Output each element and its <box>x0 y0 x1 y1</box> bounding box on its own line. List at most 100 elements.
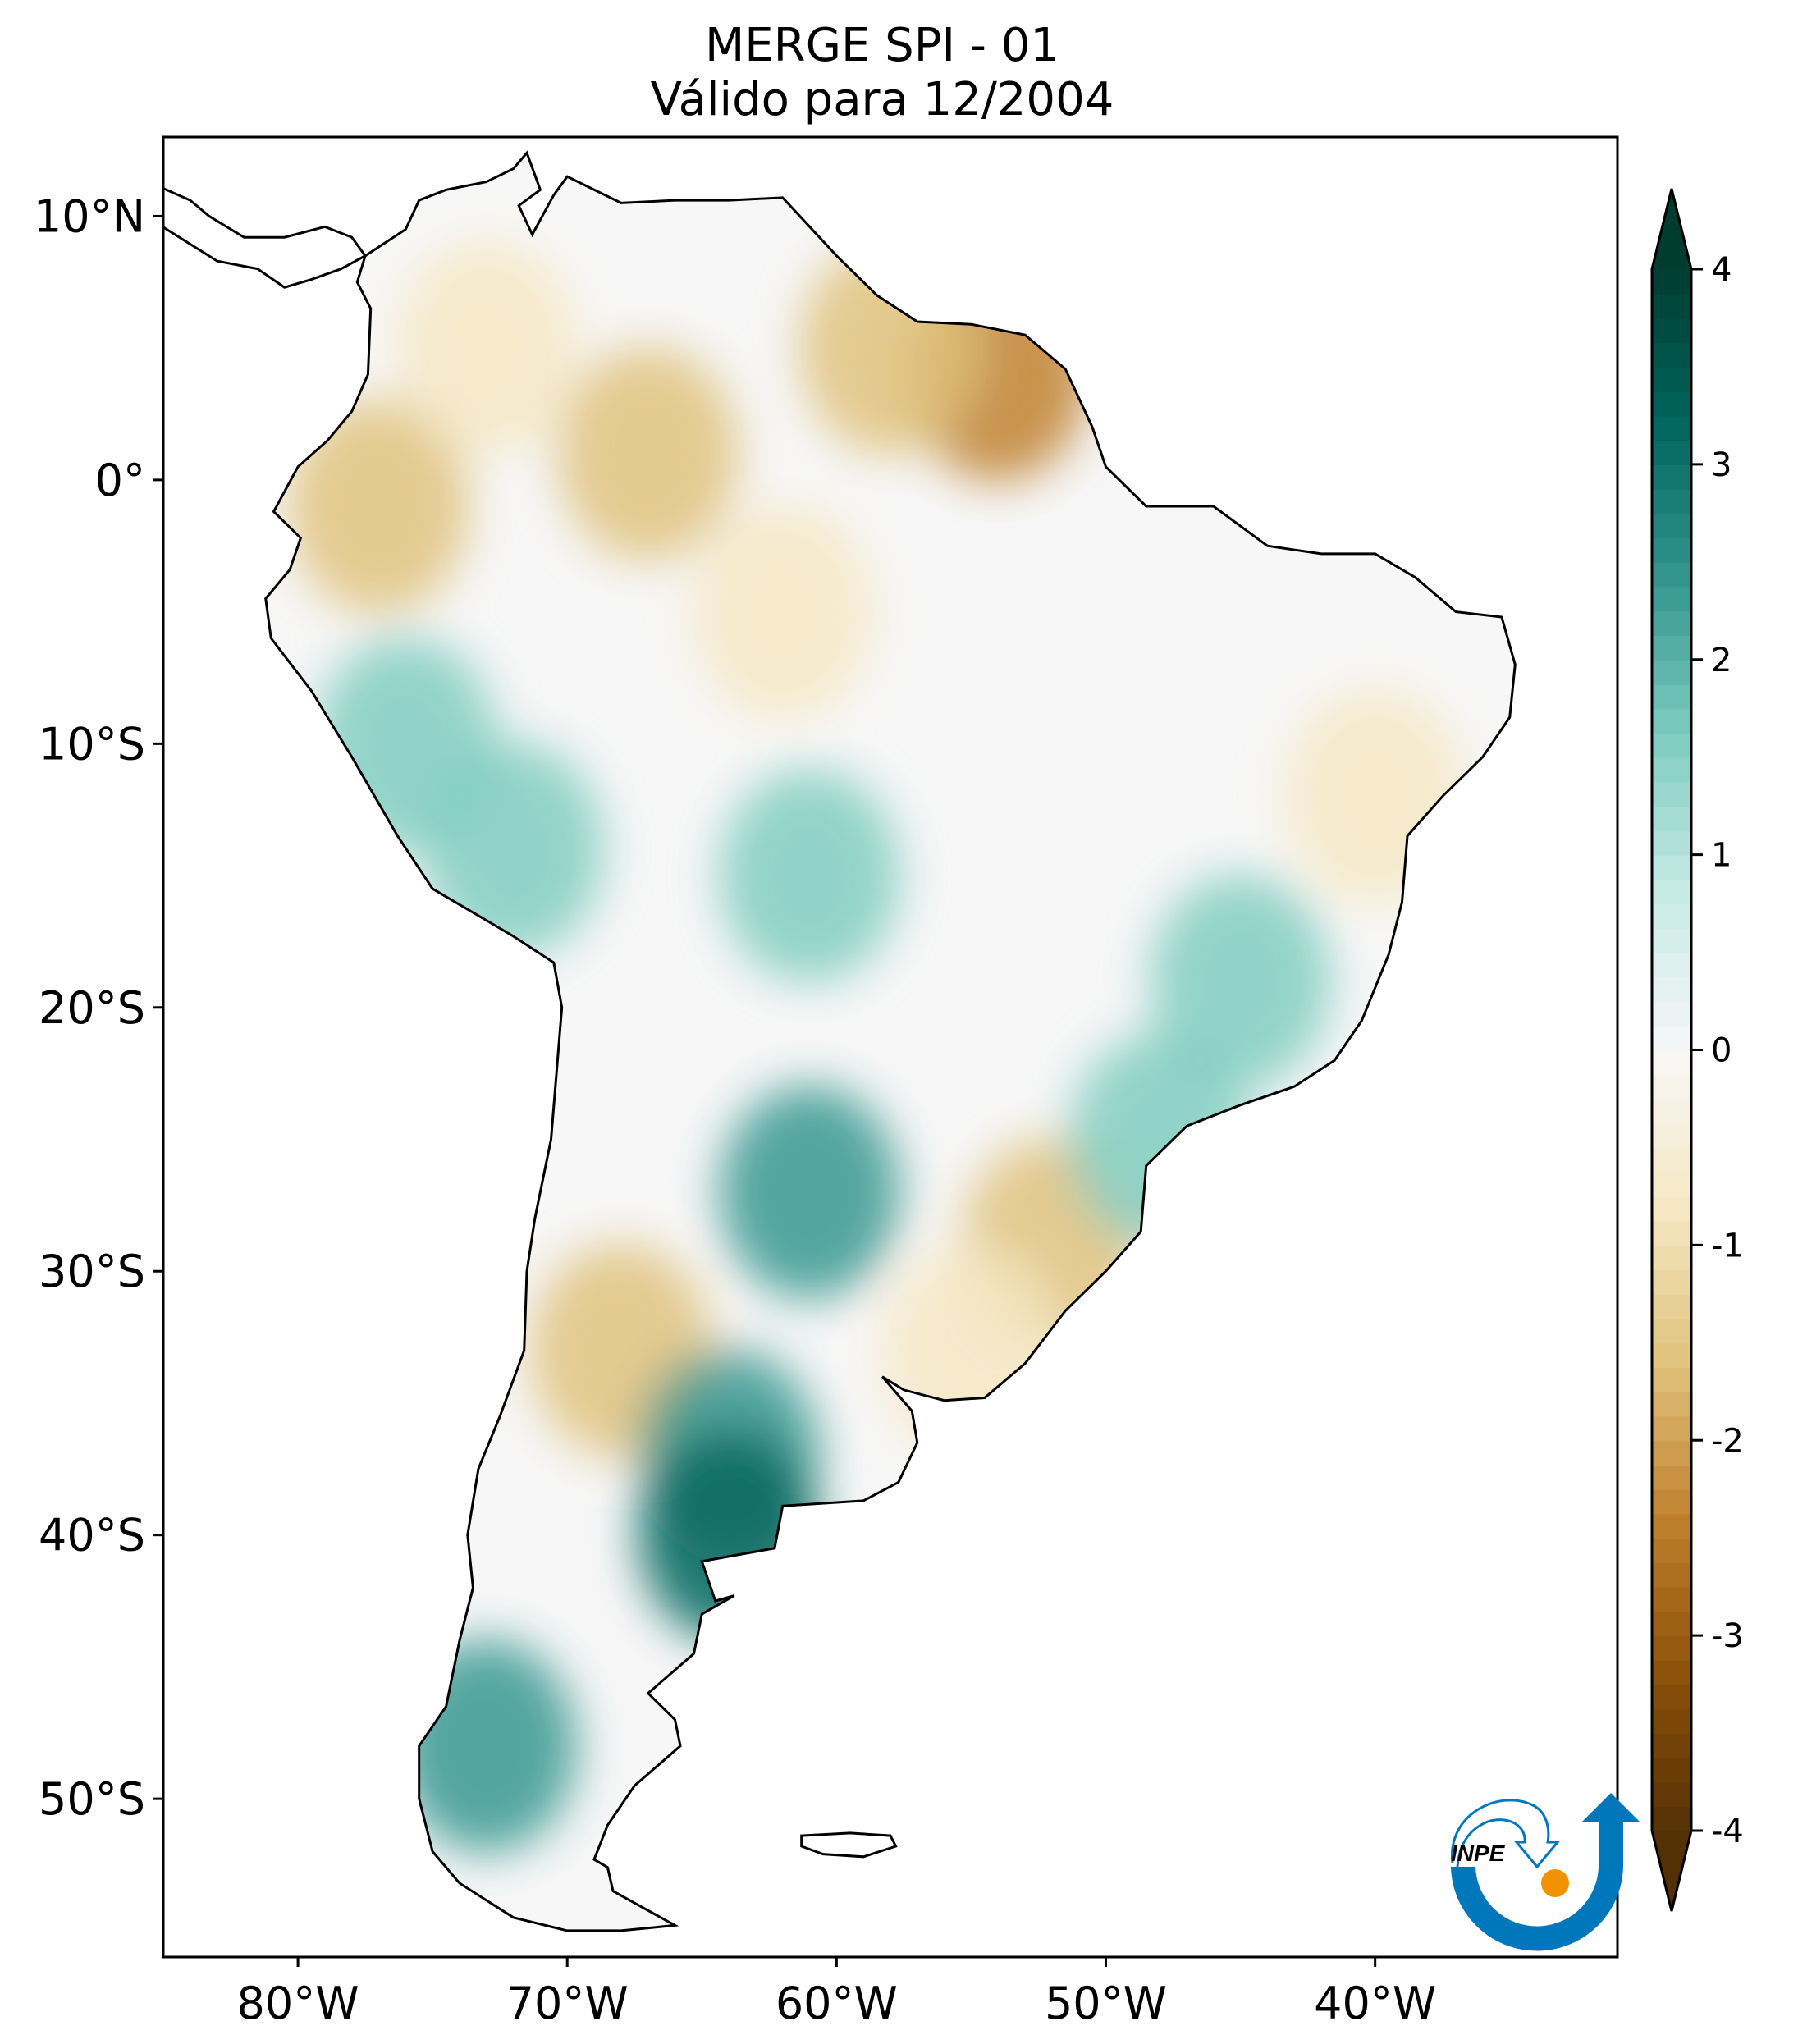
colorbar-segment <box>1652 854 1691 880</box>
colorbar-segment <box>1652 635 1691 661</box>
colorbar-segment <box>1652 1562 1691 1588</box>
colorbar-tick-label: -1 <box>1711 1227 1744 1264</box>
y-tick-label: 20°S <box>39 982 145 1034</box>
colorbar-tick-label: 3 <box>1711 446 1732 484</box>
colorbar-segment <box>1652 269 1691 295</box>
colorbar-segment <box>1652 537 1691 563</box>
colorbar-segment <box>1652 1415 1691 1442</box>
colorbar-segment <box>1652 757 1691 783</box>
colorbar-segment <box>1652 1391 1691 1417</box>
colorbar-segment <box>1652 440 1691 465</box>
x-tick-label: 70°W <box>506 1978 629 2029</box>
spi-anomaly-patch <box>557 346 739 560</box>
colorbar-segment <box>1652 1440 1691 1466</box>
colorbar-extend-min <box>1652 1831 1691 1911</box>
spi-anomaly-patch <box>1150 874 1331 1088</box>
colorbar-segment <box>1652 1220 1691 1246</box>
colorbar-segment <box>1652 927 1691 953</box>
colorbar-segment <box>1652 1757 1691 1783</box>
colorbar-segment <box>1652 1123 1691 1149</box>
y-axis-ticks: 10°N 0° 10°S 20°S 30°S 40°S 50°S <box>34 190 163 1825</box>
colorbar-tick-label: 4 <box>1711 251 1732 289</box>
map-frame <box>162 135 1619 1959</box>
colorbar-segment <box>1652 342 1691 368</box>
colorbar-segment <box>1652 1098 1691 1124</box>
colorbar-segment <box>1652 513 1691 539</box>
colorbar-segment <box>1652 318 1691 344</box>
colorbar-segment <box>1652 1269 1691 1295</box>
colorbar-segment <box>1652 952 1691 978</box>
colorbar-segment <box>1652 732 1691 758</box>
central-america-coastline <box>163 187 368 289</box>
colorbar-segment <box>1652 1635 1691 1661</box>
colorbar-segment <box>1652 391 1691 417</box>
colorbar-segment <box>1652 561 1691 588</box>
colorbar-segment <box>1652 1074 1691 1100</box>
spi-anomaly-patch <box>638 1428 820 1642</box>
y-tick-label: 0° <box>95 455 145 506</box>
colorbar-segment <box>1652 806 1691 831</box>
colorbar-segment <box>1652 1342 1691 1369</box>
colorbar-segment <box>1652 586 1691 612</box>
colorbar-segment <box>1652 659 1691 685</box>
y-tick-label: 50°S <box>39 1773 145 1825</box>
colorbar-segment <box>1652 1367 1691 1392</box>
colorbar-segment <box>1652 1025 1691 1051</box>
colorbar-segment <box>1652 1172 1691 1197</box>
chart-subtitle: Válido para 12/2004 <box>650 73 1114 126</box>
y-tick-label: 10°N <box>34 190 145 242</box>
colorbar-segment <box>1652 1318 1691 1344</box>
spi-anomaly-patch <box>800 241 981 455</box>
colorbar-segment <box>1652 976 1691 1003</box>
spi-anomaly-patch <box>719 1085 900 1299</box>
colorbar-segment <box>1652 1464 1691 1490</box>
colorbar-segment <box>1652 1488 1691 1515</box>
colorbar-segment <box>1652 1538 1691 1563</box>
colorbar: 4 3 2 1 0 -1 -2 -3 -4 <box>1650 188 1744 1912</box>
colorbar-segment <box>1652 1611 1691 1637</box>
x-tick-label: 50°W <box>1045 1978 1167 2029</box>
colorbar-segment <box>1652 1001 1691 1027</box>
spi-anomaly-patch <box>1284 689 1466 903</box>
colorbar-segment <box>1652 1513 1691 1539</box>
land-fill <box>265 153 1516 1931</box>
chart-title: MERGE SPI - 01 <box>704 19 1060 72</box>
colorbar-segment <box>1652 708 1691 734</box>
x-tick-label: 60°W <box>775 1978 898 2029</box>
colorbar-segment <box>1652 903 1691 929</box>
colorbar-tick-label: -4 <box>1711 1813 1744 1850</box>
colorbar-segment <box>1652 879 1691 905</box>
colorbar-segment <box>1652 684 1691 710</box>
colorbar-segment <box>1652 1586 1691 1612</box>
colorbar-segment <box>1652 1781 1691 1808</box>
spi-anomaly-patch <box>396 1639 577 1853</box>
colorbar-segment <box>1652 610 1691 637</box>
inpe-logo: INPE <box>1451 1793 1640 1951</box>
colorbar-segment <box>1652 1684 1691 1710</box>
colorbar-segment <box>1652 415 1691 441</box>
colorbar-segment <box>1652 1049 1691 1076</box>
spi-anomaly-patch <box>692 505 873 719</box>
spi-anomaly-patch <box>423 742 604 956</box>
spi-anomaly-patch <box>396 241 577 455</box>
colorbar-extend-max <box>1652 189 1691 269</box>
colorbar-tick-label: -2 <box>1711 1422 1744 1460</box>
colorbar-segment <box>1652 366 1691 392</box>
colorbar-tick-label: -3 <box>1711 1617 1744 1655</box>
colorbar-segment <box>1652 1245 1691 1271</box>
colorbar-segment <box>1652 488 1691 514</box>
coastline <box>264 150 1517 1932</box>
colorbar-segment <box>1652 1196 1691 1222</box>
colorbar-segment <box>1652 1806 1691 1831</box>
spi-anomaly-patch <box>719 769 900 983</box>
spi-anomaly-patch <box>1069 1032 1251 1246</box>
colorbar-segment <box>1652 1293 1691 1319</box>
colorbar-tick-label: 0 <box>1711 1032 1732 1070</box>
colorbar-segment <box>1652 464 1691 490</box>
falkland-islands <box>800 1831 898 1859</box>
colorbar-segment <box>1652 1659 1691 1685</box>
x-axis-ticks: 80°W 70°W 60°W 50°W 40°W <box>237 1957 1436 2029</box>
colorbar-segment <box>1652 830 1691 856</box>
logo-text: INPE <box>1451 1841 1506 1866</box>
